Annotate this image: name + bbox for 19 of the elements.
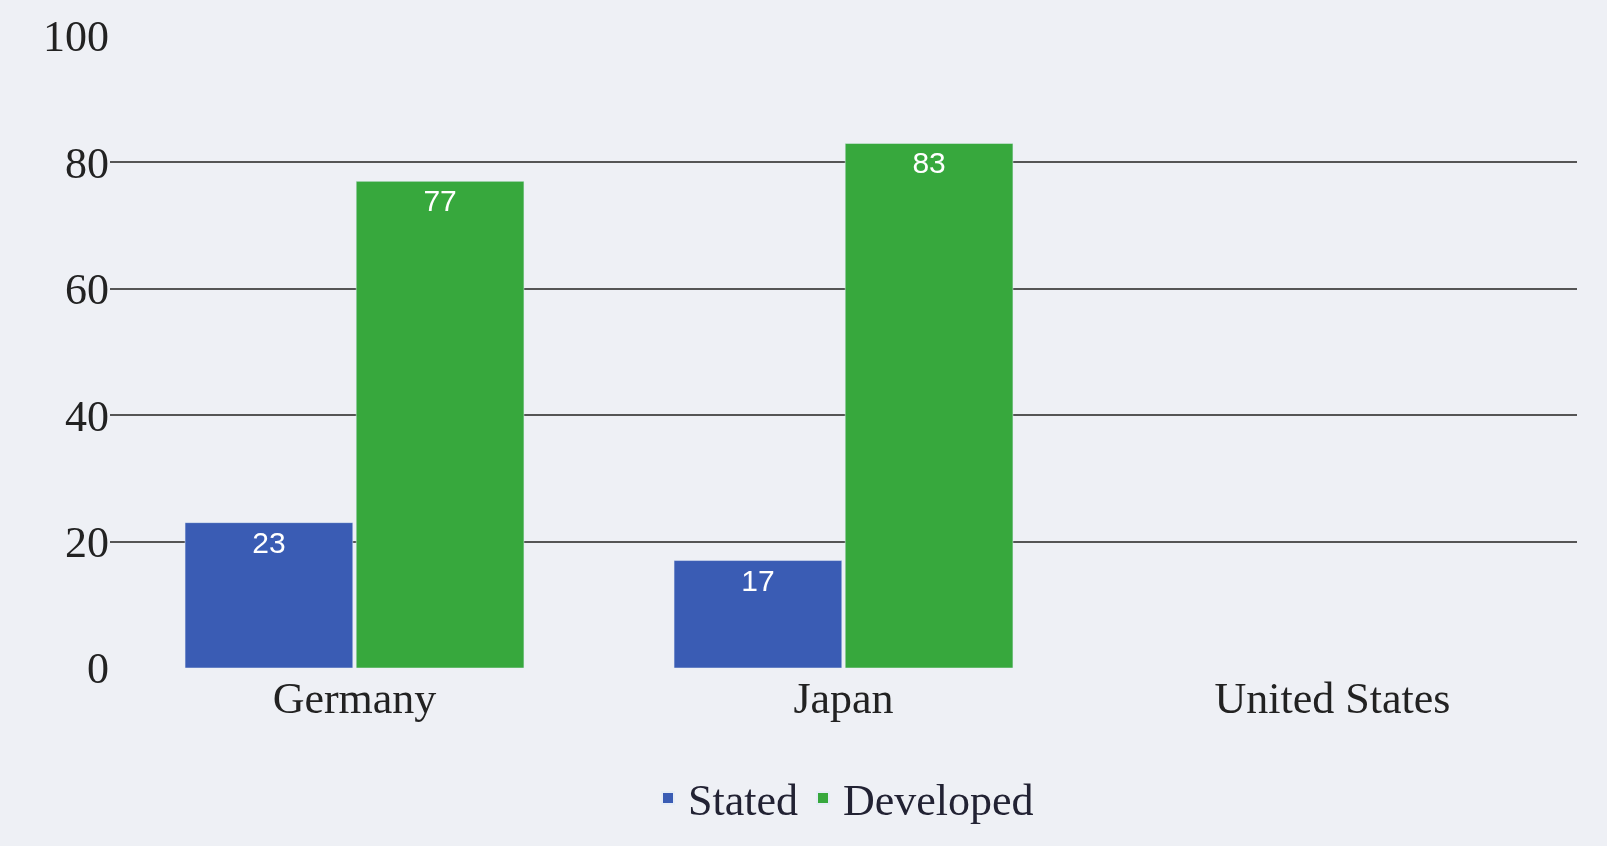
y-tick-label: 20 <box>65 518 109 567</box>
y-tick-label: 100 <box>43 12 109 62</box>
bar <box>184 522 354 668</box>
bar <box>673 560 843 668</box>
y-tick-label: 80 <box>65 138 109 188</box>
y-tick-label: 60 <box>65 265 109 315</box>
legend-label: Stated <box>688 776 798 826</box>
data-label: 83 <box>912 146 946 180</box>
x-tick-label: Japan <box>793 674 894 723</box>
data-label: 23 <box>252 525 286 559</box>
x-tick-label: Germany <box>272 674 437 723</box>
data-label: 17 <box>741 563 775 597</box>
y-tick-label: 0 <box>87 644 109 694</box>
y-tick-label: 40 <box>65 391 109 441</box>
legend-label: Developed <box>842 776 1034 826</box>
bar <box>844 143 1014 668</box>
bar <box>355 181 525 668</box>
data-label: 77 <box>423 184 457 218</box>
x-tick-label: United States <box>1214 674 1451 723</box>
